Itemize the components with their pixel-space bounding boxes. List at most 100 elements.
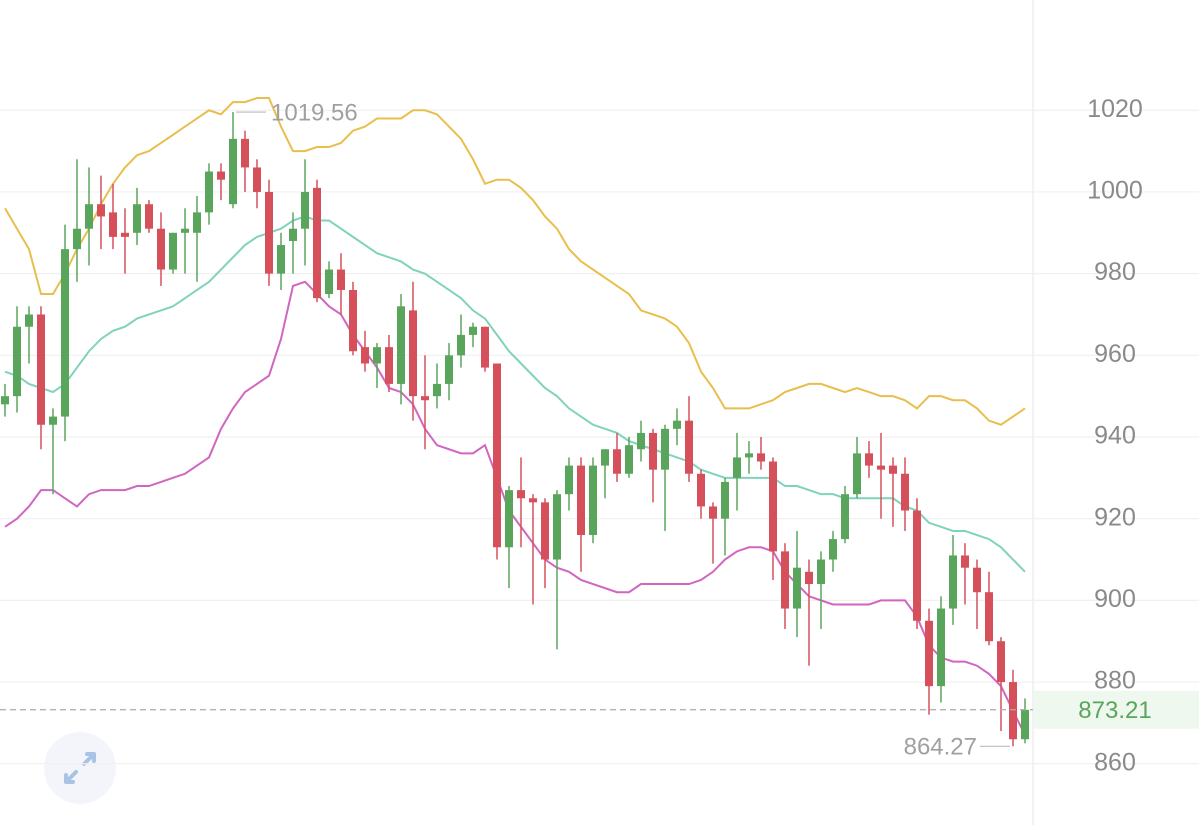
candle-body: [625, 445, 633, 474]
candle-body: [241, 138, 249, 168]
candle-body: [637, 432, 645, 450]
candle: [61, 224, 69, 442]
candle: [397, 294, 405, 405]
candle: [733, 432, 741, 511]
candle-body: [205, 171, 213, 213]
candle-body: [337, 269, 345, 290]
candle: [49, 408, 57, 495]
candle: [649, 428, 657, 503]
min-label: 864.27: [904, 734, 977, 761]
candle: [277, 232, 285, 290]
candle: [925, 608, 933, 715]
candle: [217, 163, 225, 201]
candle-body: [265, 191, 273, 274]
candle: [349, 281, 357, 356]
candle: [205, 163, 213, 225]
candle: [793, 530, 801, 638]
candle-body: [709, 506, 717, 519]
candle-body: [589, 465, 597, 536]
candle: [97, 175, 105, 250]
candle: [829, 530, 837, 572]
candle-body: [493, 363, 501, 548]
candle: [613, 432, 621, 482]
candle-body: [901, 473, 909, 511]
candle: [145, 200, 153, 233]
last-price-label: 873.21: [1078, 697, 1151, 724]
y-tick-label: 900: [1094, 585, 1136, 613]
candle-body: [793, 567, 801, 609]
candle: [373, 343, 381, 388]
candle-body: [925, 620, 933, 687]
grid: [0, 109, 1199, 765]
candle: [973, 559, 981, 629]
candle: [265, 179, 273, 286]
candle: [37, 306, 45, 450]
candle-body: [949, 555, 957, 609]
candle: [1009, 669, 1017, 747]
candle-body: [289, 228, 297, 241]
candle-body: [97, 204, 105, 217]
candle-body: [985, 592, 993, 642]
candle: [181, 208, 189, 274]
candle: [625, 437, 633, 478]
candle-body: [745, 453, 753, 458]
candle: [301, 159, 309, 266]
candle-body: [133, 204, 141, 233]
candle-body: [541, 502, 549, 560]
candle: [769, 457, 777, 580]
candle-body: [697, 473, 705, 507]
candle: [541, 498, 549, 589]
expand-icon: [64, 752, 96, 784]
candle-body: [469, 326, 477, 335]
candle: [853, 437, 861, 499]
candle: [25, 306, 33, 364]
candle-body: [1, 396, 9, 405]
candle-body: [157, 228, 165, 270]
candle: [409, 281, 417, 421]
candle: [673, 408, 681, 446]
candle-body: [757, 453, 765, 462]
max-label: 1019.56: [271, 99, 358, 126]
candle-body: [673, 420, 681, 429]
candle: [745, 441, 753, 474]
expand-circle: [44, 732, 116, 804]
candle: [589, 457, 597, 544]
expand-button[interactable]: [44, 732, 116, 804]
candle-body: [781, 551, 789, 609]
candle-body: [457, 334, 465, 356]
candle-body: [445, 355, 453, 384]
candle-body: [217, 171, 225, 180]
candle: [457, 314, 465, 368]
candle: [937, 596, 945, 703]
candle: [805, 559, 813, 666]
candle-body: [601, 449, 609, 466]
candle-body: [913, 510, 921, 621]
candle: [229, 112, 237, 209]
candle-body: [577, 465, 585, 536]
candle-body: [529, 498, 537, 503]
candle-body: [517, 490, 525, 499]
y-tick-label: 880: [1094, 667, 1136, 695]
candle-body: [301, 191, 309, 229]
candle: [13, 306, 21, 413]
candle: [817, 551, 825, 629]
candle: [577, 457, 585, 572]
candle: [781, 543, 789, 629]
candle-body: [853, 453, 861, 495]
candle: [685, 396, 693, 482]
candle: [877, 432, 885, 519]
candle: [721, 477, 729, 556]
candle-body: [385, 347, 393, 384]
candle: [421, 355, 429, 450]
candle: [289, 212, 297, 274]
candle-body: [889, 465, 897, 474]
candle: [109, 183, 117, 250]
candle-body: [313, 187, 321, 299]
candle-body: [109, 212, 117, 237]
candle: [637, 420, 645, 462]
candle-body: [877, 465, 885, 470]
candle-body: [169, 232, 177, 270]
candle-body: [1009, 682, 1017, 740]
candle-body: [553, 494, 561, 560]
